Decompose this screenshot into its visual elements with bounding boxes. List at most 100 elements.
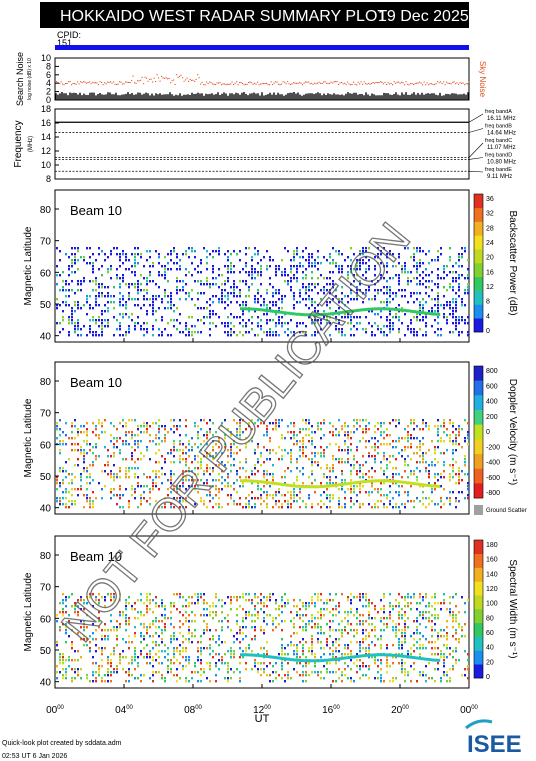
- power-colorbar-tick: 0: [486, 328, 490, 335]
- width-colorbar-tick: 40: [486, 645, 494, 652]
- velocity-colorbar-tick: 400: [486, 399, 498, 406]
- power-colorbar-segment: [474, 304, 483, 319]
- noise-ytick-label: 10: [41, 53, 51, 63]
- frequency-ytick-label: 8: [46, 174, 51, 184]
- velocity-colorbar-tick: -800: [486, 490, 500, 497]
- power-colorbar-segment: [474, 318, 483, 333]
- power-colorbar-segment: [474, 194, 483, 209]
- isee-logo: ISEE: [465, 719, 522, 758]
- power-ytick-label: 80: [40, 205, 52, 216]
- velocity-colorbar-segment: [474, 424, 483, 440]
- frequency-band-name: freq bandE: [485, 167, 512, 173]
- velocity-colorbar-segment: [474, 439, 483, 455]
- frequency-ytick-label: 18: [41, 104, 51, 114]
- velocity-ytick-label: 60: [40, 440, 52, 451]
- power-colorbar-frame: [473, 193, 484, 333]
- noise-ylabel: Search Noise: [15, 52, 25, 106]
- header-bar: [40, 2, 469, 28]
- width-ylabel: Magnetic Latitude: [23, 572, 34, 651]
- frequency-ytick-label: 16: [41, 118, 51, 128]
- frequency-band-name: freq bandA: [485, 109, 512, 115]
- velocity-ylabel: Magnetic Latitude: [23, 398, 34, 477]
- velocity-colorbar-frame: [473, 365, 484, 499]
- velocity-colorbar-title: Doppler Velocity (m s⁻¹): [507, 379, 518, 485]
- x-tick-label: 0000: [460, 705, 478, 716]
- logo-text: ISEE: [467, 731, 522, 758]
- width-colorbar-segment: [474, 636, 483, 651]
- velocity-colorbar-tick: 600: [486, 383, 498, 390]
- power-colorbar-segment: [474, 207, 483, 222]
- power-scatter-color-2: [56, 247, 469, 337]
- width-colorbar-tick: 180: [486, 542, 498, 549]
- frequency-band-value: 16.11 MHz: [487, 116, 516, 122]
- power-ytick-label: 70: [40, 237, 52, 248]
- x-tick-label: 1600: [322, 705, 340, 716]
- width-colorbar-title: Spectral Width (m s⁻¹): [507, 559, 518, 658]
- cpid-bar: [55, 45, 469, 50]
- width-ytick-label: 50: [40, 646, 52, 657]
- x-tick-label: 0800: [184, 705, 202, 716]
- frequency-band-value: 11.07 MHz: [487, 145, 516, 151]
- velocity-enhanced-band: [240, 479, 441, 489]
- frequency-panel: 8 10 12 14 16 18 Frequency (MHz) freq bandA16…: [13, 104, 516, 184]
- velocity-scatter-color-7: [56, 419, 469, 509]
- velocity-colorbar-segment: [474, 380, 483, 396]
- power-colorbar-title: Backscatter Power (dB): [507, 210, 518, 315]
- frequency-frame: [54, 108, 470, 180]
- width-colorbar-segment: [474, 595, 483, 610]
- frequency-band-value: 14.64 MHz: [487, 131, 516, 137]
- velocity-ytick-label: 70: [40, 409, 52, 420]
- power-ylabel: Magnetic Latitude: [23, 226, 34, 305]
- velocity-colorbar-segment: [474, 395, 483, 411]
- velocity-ytick-label: 40: [40, 504, 52, 515]
- plot-title: HOKKAIDO WEST RADAR SUMMARY PLOT: [60, 8, 387, 25]
- noise-ylabel-sub: log noise (dB) x 10: [27, 58, 33, 100]
- width-colorbar-frame: [473, 539, 484, 679]
- width-colorbar-tick: 60: [486, 630, 494, 637]
- power-colorbar-tick: 20: [486, 255, 494, 262]
- power-ytick-label: 60: [40, 268, 52, 279]
- x-axis-label: UT: [255, 713, 270, 725]
- width-colorbar-tick: 160: [486, 557, 498, 564]
- velocity-scatter-data: [56, 419, 469, 509]
- ground-scatter-swatch: [474, 505, 483, 515]
- sky-noise-series: [56, 74, 470, 86]
- power-colorbar-segment: [474, 235, 483, 250]
- timestamp-text: 02:53 UT 6 Jan 2026: [2, 753, 67, 760]
- frequency-ytick-label: 10: [41, 160, 51, 170]
- width-colorbar-tick: 80: [486, 615, 494, 622]
- velocity-colorbar-tick: -200: [486, 444, 500, 451]
- noise-ytick-label: 6: [46, 70, 51, 80]
- frequency-band-leader: [468, 157, 484, 160]
- power-colorbar-tick: 32: [486, 211, 494, 218]
- width-scatter-data: [56, 593, 469, 683]
- velocity-ytick-label: 50: [40, 472, 52, 483]
- velocity-colorbar-tick: -600: [486, 475, 500, 482]
- frequency-band-name: freq bandC: [485, 138, 512, 144]
- width-colorbar-segment: [474, 553, 483, 568]
- heatmap-panels: Beam 10 40 50 60 70 80 Magnetic Latitude 0 4 8 12 1…: [23, 189, 527, 689]
- frequency-lines: [55, 121, 469, 172]
- frequency-band-leader: [468, 113, 484, 123]
- width-beam-label: Beam 10: [70, 549, 122, 564]
- width-colorbar-segment: [474, 609, 483, 624]
- width-colorbar-segment: [474, 567, 483, 582]
- power-colorbar-segment: [474, 249, 483, 264]
- ground-scatter-label: Ground Scatter: [486, 508, 527, 514]
- power-colorbar-tick: 12: [486, 284, 494, 291]
- power-enhanced-band: [240, 307, 441, 317]
- panel-velocity: Beam 10 40 50 60 70 80 Magnetic Latitude 800 600…: [23, 361, 527, 515]
- power-colorbar-tick: 28: [486, 225, 494, 232]
- frequency-ytick-label: 14: [41, 132, 51, 142]
- frequency-ytick-label: 12: [41, 146, 51, 156]
- frequency-band-leader: [468, 170, 484, 173]
- width-colorbar-tick: 120: [486, 586, 498, 593]
- power-colorbar-tick: 16: [486, 269, 494, 276]
- width-colorbar-segment: [474, 622, 483, 637]
- power-colorbar-segment: [474, 290, 483, 305]
- power-scatter-data: [56, 247, 469, 337]
